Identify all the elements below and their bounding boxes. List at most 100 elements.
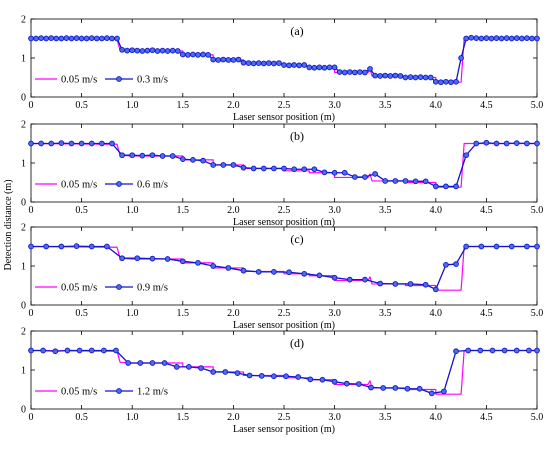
x-tick-label: 3.5 <box>379 100 392 111</box>
data-point <box>524 35 530 41</box>
data-point <box>503 140 510 147</box>
data-point <box>422 281 429 288</box>
data-point <box>291 166 297 173</box>
data-point <box>185 52 191 58</box>
panel-label: (d) <box>290 336 304 350</box>
data-point <box>377 280 383 287</box>
data-point <box>501 347 508 354</box>
data-point <box>281 62 287 68</box>
data-point <box>149 360 156 366</box>
data-point <box>473 35 480 41</box>
legend-entry: 0.05 m/s <box>61 180 97 191</box>
legend-marker <box>116 388 122 394</box>
data-point <box>28 35 34 42</box>
data-point <box>326 64 333 71</box>
data-point <box>526 347 532 354</box>
x-tick-label: 4.0 <box>430 412 443 423</box>
data-point <box>283 373 289 380</box>
series-line-reference <box>30 142 537 188</box>
data-point <box>489 347 496 354</box>
data-point <box>428 390 435 397</box>
data-point <box>443 261 449 268</box>
legend-entry: 0.05 m/s <box>61 387 97 398</box>
data-point <box>281 165 287 172</box>
data-point <box>190 51 196 58</box>
data-point <box>134 255 141 262</box>
data-point <box>343 380 350 387</box>
data-point <box>286 269 292 276</box>
panel-d: 0 0.5 1.0 1.5 2.0 2.5 3.0 3.5 4.0 4.5 5.0 0 1 2 Laser … <box>21 327 543 436</box>
panel-label: (a) <box>290 24 303 38</box>
x-tick-label: 1.5 <box>177 308 190 319</box>
legend-entry: 0.05 m/s <box>61 75 97 86</box>
data-point <box>240 59 247 66</box>
data-point <box>404 385 411 392</box>
data-point <box>453 261 459 267</box>
data-point <box>164 48 171 54</box>
data-point <box>331 274 338 281</box>
data-point <box>200 51 206 58</box>
data-point <box>513 140 520 146</box>
x-tick-label: 4.0 <box>430 205 443 216</box>
data-point <box>220 56 227 63</box>
x-tick-label: 3.5 <box>379 308 392 319</box>
data-point <box>478 243 485 250</box>
data-point <box>271 60 277 67</box>
data-point <box>311 64 318 71</box>
data-point <box>28 347 34 354</box>
data-point <box>508 35 515 42</box>
series-line-reference <box>30 349 537 395</box>
x-tick-label: 5.0 <box>531 308 544 319</box>
data-point <box>235 56 242 63</box>
x-tick-label: 2.5 <box>278 205 291 216</box>
data-point <box>260 165 267 172</box>
panel-c: 0 0.5 1.0 1.5 2.0 2.5 3.0 3.5 4.0 4.5 5.0 0 1 2 Laser … <box>21 223 543 332</box>
data-point <box>113 347 119 354</box>
data-point <box>463 35 470 42</box>
legend-entry: 0.9 m/s <box>137 283 168 294</box>
x-tick-label: 4.5 <box>480 205 493 216</box>
data-point <box>367 66 373 72</box>
data-point <box>205 52 211 58</box>
y-tick-label: 1 <box>21 366 26 377</box>
data-point <box>402 74 409 81</box>
x-tick-label: 2.0 <box>227 205 240 216</box>
data-point <box>101 347 107 354</box>
x-axis-title: Laser sensor position (m) <box>233 112 335 123</box>
data-point <box>362 276 368 283</box>
data-point <box>422 74 429 81</box>
data-point <box>28 140 34 147</box>
data-point <box>200 157 206 164</box>
data-point <box>179 51 186 58</box>
data-point <box>149 255 156 262</box>
data-point <box>463 243 470 250</box>
x-tick-label: 2.0 <box>227 412 240 423</box>
data-point <box>164 256 171 262</box>
data-point <box>271 373 277 380</box>
data-point <box>316 272 323 279</box>
data-point <box>301 270 308 277</box>
data-point <box>321 64 328 71</box>
data-point <box>93 35 100 42</box>
data-point <box>245 60 252 66</box>
data-point <box>222 369 229 375</box>
data-point <box>186 364 192 370</box>
x-tick-label: 4.0 <box>430 100 443 111</box>
x-tick-label: 4.0 <box>430 308 443 319</box>
data-point <box>477 347 484 354</box>
data-point <box>351 69 358 76</box>
data-point <box>119 255 125 262</box>
data-point <box>98 140 105 147</box>
x-tick-label: 4.5 <box>480 100 493 111</box>
legend-marker <box>116 76 122 82</box>
data-point <box>362 69 368 76</box>
data-point <box>346 69 353 75</box>
data-point <box>432 183 439 190</box>
data-point <box>443 183 449 190</box>
data-point <box>174 48 181 54</box>
data-point <box>478 35 485 42</box>
y-axis-title: Detection distance (m) <box>3 179 14 270</box>
data-point <box>215 57 222 63</box>
data-point <box>210 263 217 269</box>
